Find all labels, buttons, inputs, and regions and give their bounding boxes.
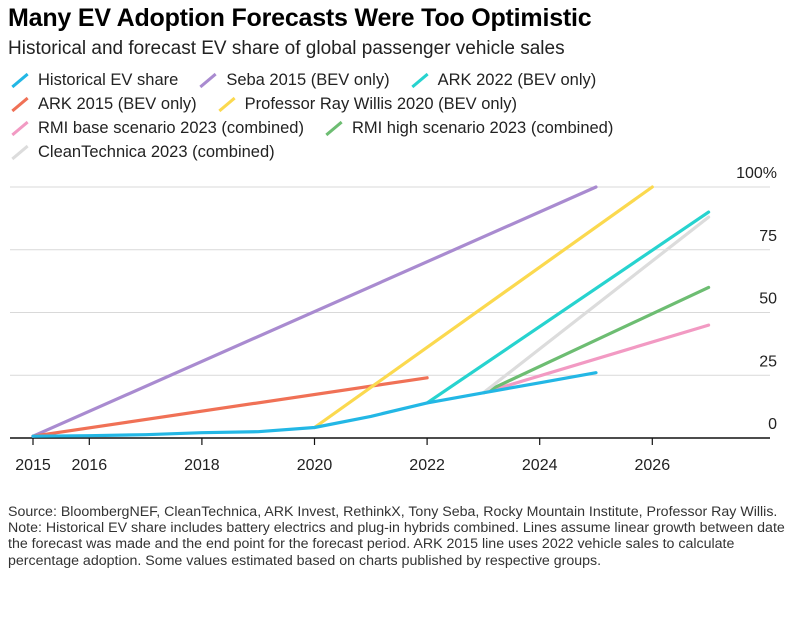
legend-row: ARK 2015 (BEV only) Professor Ray Willis…: [8, 92, 788, 116]
legend-swatch-seba-2015: [199, 72, 217, 88]
series-lines: [31, 185, 711, 438]
chart-subtitle: Historical and forecast EV share of glob…: [8, 38, 565, 59]
legend-swatch-ark-2015: [11, 96, 29, 112]
legend-item-ark-2022: ARK 2022 (BEV only): [408, 70, 597, 90]
series-line-rmi-high-scenario-2023-combined: [481, 285, 711, 395]
legend-label-willis-2020: Professor Ray Willis 2020 (BEV only): [244, 94, 518, 113]
chart-title: Many EV Adoption Forecasts Were Too Opti…: [8, 4, 592, 32]
legend-row: Historical EV share Seba 2015 (BEV only)…: [8, 68, 788, 92]
legend-swatch-ark-2022: [410, 72, 429, 88]
series-line-ark-2022-bev-only: [425, 210, 711, 405]
legend-swatch-willis-2020: [218, 96, 236, 112]
legend-item-rmi-base: RMI base scenario 2023 (combined): [8, 119, 304, 138]
legend-label-rmi-base: RMI base scenario 2023 (combined): [38, 118, 304, 137]
x-tick-label-2015: 2015: [15, 457, 51, 474]
legend-swatch-cleantechnica: [11, 144, 29, 160]
x-tick-label-2022: 2022: [409, 457, 445, 474]
series-line-ark-2015-bev-only: [31, 376, 429, 438]
x-tick-label-2024: 2024: [522, 457, 558, 474]
legend-row: RMI base scenario 2023 (combined) RMI hi…: [8, 116, 788, 140]
line-chart: 0 25 50 75 100% 2015 2016 2018 2020 2022 2024 2026: [10, 165, 777, 474]
legend-item-historical: Historical EV share: [8, 71, 178, 90]
series-line-seba-2015-bev-only: [31, 185, 598, 438]
legend-item-seba-2015: Seba 2015 (BEV only): [196, 70, 390, 90]
y-tick-label-25: 25: [759, 353, 777, 370]
legend-label-cleantechnica: CleanTechnica 2023 (combined): [38, 142, 275, 161]
method-note: Note: Historical EV share includes batte…: [8, 520, 785, 569]
legend-label-seba-2015: Seba 2015 (BEV only): [226, 70, 390, 89]
chart-legend: Historical EV share Seba 2015 (BEV only)…: [8, 68, 788, 164]
series-line-rmi-base-scenario-2023-combined: [481, 323, 711, 395]
legend-label-rmi-high: RMI high scenario 2023 (combined): [351, 118, 614, 137]
legend-swatch-rmi-base: [11, 120, 29, 136]
legend-row: CleanTechnica 2023 (combined): [8, 140, 788, 164]
series-line-professor-ray-willis-2020-bev-only: [312, 185, 654, 430]
legend-swatch-rmi-high: [325, 120, 343, 136]
series-line-historical-ev-share: [31, 371, 598, 438]
y-axis-ticks: 0 25 50 75 100%: [736, 165, 777, 433]
x-tick-label-2026: 2026: [635, 457, 671, 474]
legend-item-willis-2020: Professor Ray Willis 2020 (BEV only): [215, 95, 517, 114]
legend-label-ark-2015: ARK 2015 (BEV only): [38, 94, 197, 113]
legend-label-ark-2022: ARK 2022 (BEV only): [437, 70, 597, 89]
x-axis-ticks: 2015 2016 2018 2020 2022 2024 2026: [15, 438, 670, 474]
y-tick-label-75: 75: [759, 228, 777, 245]
legend-item-ark-2015: ARK 2015 (BEV only): [8, 95, 197, 114]
series-line-cleantechnica-2023-combined: [481, 215, 711, 395]
chart-footnotes: Source: BloombergNEF, CleanTechnica, ARK…: [8, 504, 793, 569]
legend-label-historical: Historical EV share: [38, 70, 179, 89]
x-tick-label-2020: 2020: [297, 457, 333, 474]
x-tick-label-2018: 2018: [184, 457, 220, 474]
legend-item-cleantechnica: CleanTechnica 2023 (combined): [8, 143, 275, 162]
y-tick-label-0: 0: [768, 416, 777, 433]
x-tick-label-2016: 2016: [72, 457, 108, 474]
legend-swatch-historical: [11, 72, 29, 88]
y-tick-label-100: 100%: [736, 165, 777, 182]
y-tick-label-50: 50: [759, 291, 777, 308]
source-note: Source: BloombergNEF, CleanTechnica, ARK…: [8, 504, 778, 520]
legend-item-rmi-high: RMI high scenario 2023 (combined): [322, 119, 613, 138]
